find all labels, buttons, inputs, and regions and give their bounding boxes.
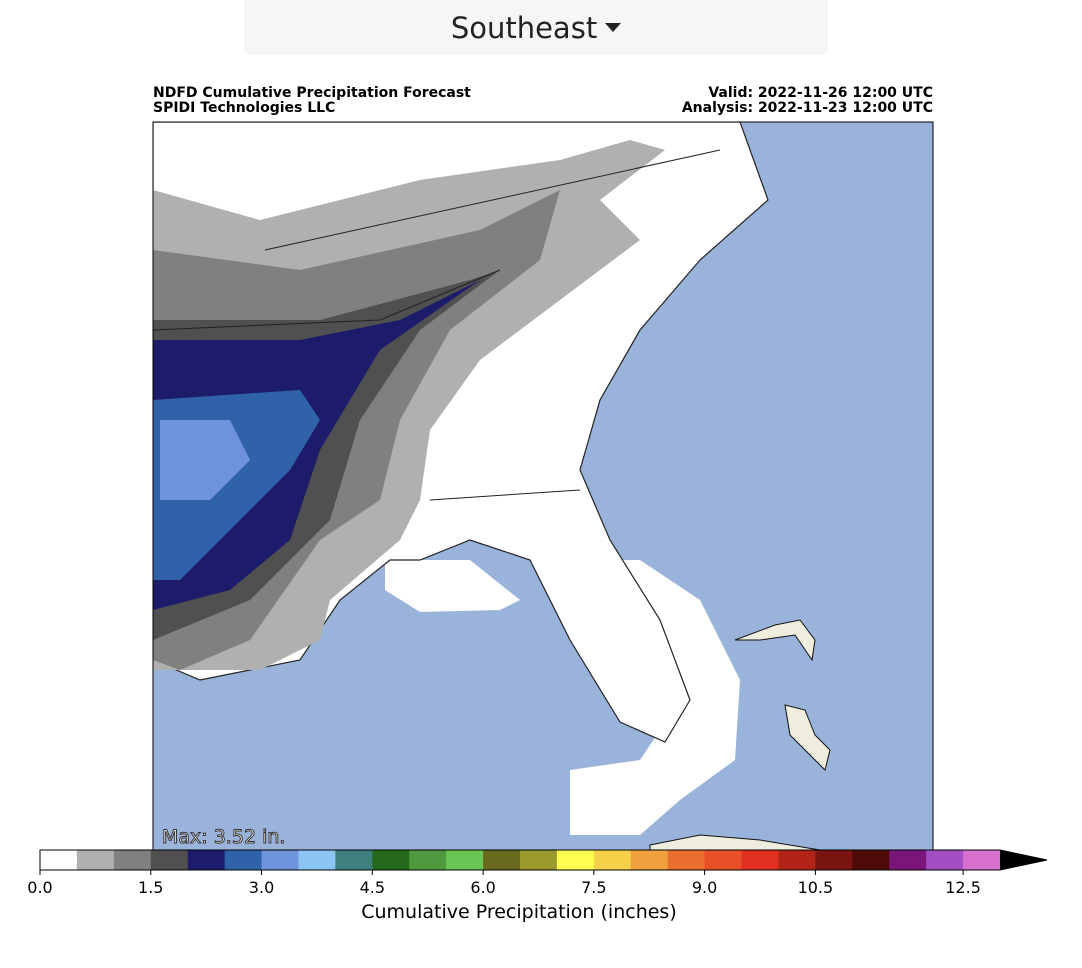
colorbar-bin — [76, 850, 115, 870]
colorbar-bin — [150, 850, 189, 870]
colorbar-bin — [483, 850, 521, 870]
colorbar-bin — [815, 850, 853, 870]
colorbar-bin — [409, 850, 447, 870]
colorbar-bin — [889, 850, 927, 870]
colorbar-tick-label: 12.5 — [945, 878, 981, 897]
colorbar-bin — [778, 850, 816, 870]
colorbar-tick-label: 3.0 — [249, 878, 274, 897]
colorbar-label: Cumulative Precipitation (inches) — [361, 901, 677, 923]
colorbar-bin — [630, 850, 669, 870]
colorbar-tick-label: 9.0 — [692, 878, 717, 897]
colorbar-bin — [187, 850, 226, 870]
island — [784, 704, 831, 771]
colorbar-bin — [926, 850, 964, 870]
state-border — [429, 489, 581, 501]
colorbar-bin — [335, 850, 373, 870]
colorbar-bin — [741, 850, 779, 870]
colorbar-bin — [224, 850, 263, 870]
colorbar-bin — [704, 850, 743, 870]
colorbar-bin — [593, 850, 632, 870]
valid-time: Valid: 2022-11-26 12:00 UTC — [708, 85, 933, 101]
coastal-buffer — [385, 560, 520, 612]
state-border — [153, 269, 501, 331]
colorbar-tick-label: 1.5 — [138, 878, 163, 897]
island — [649, 834, 821, 850]
colorbar-bin — [261, 850, 299, 870]
colorbar-bin — [852, 850, 890, 870]
colorbar-bin — [520, 850, 558, 870]
colorbar-bin — [298, 850, 336, 870]
colorbar-outline — [39, 849, 1048, 871]
colorbar-tick-label: 4.5 — [360, 878, 385, 897]
state-border — [264, 149, 721, 251]
colorbar-tick-label: 10.5 — [798, 878, 834, 897]
analysis-time: Analysis: 2022-11-23 12:00 UTC — [682, 100, 933, 116]
region-label: Southeast — [450, 10, 598, 45]
colorbar-bin — [40, 850, 78, 870]
colorbar-bin — [556, 850, 595, 870]
map-credit: SPIDI Technologies LLC — [153, 100, 335, 116]
colorbar-tick-label: 0.0 — [27, 878, 52, 897]
island — [734, 619, 816, 662]
colorbar-bin — [667, 850, 706, 870]
caret — [605, 23, 622, 32]
colorbar-tick-label: 6.0 — [470, 878, 495, 897]
region-dropdown[interactable]: Southeast — [244, 0, 828, 55]
map — [153, 122, 933, 850]
precip-area — [153, 280, 480, 610]
precip-area — [160, 420, 250, 500]
colorbar-tick-label: 7.5 — [581, 878, 606, 897]
colorbar-extend — [1000, 850, 1047, 870]
colorbar-bin — [113, 850, 152, 870]
colorbar-bin — [963, 850, 1001, 870]
map-title: NDFD Cumulative Precipitation Forecast — [153, 85, 471, 101]
max-label: Max: 3.52 in. — [162, 826, 285, 848]
colorbar-bin — [446, 850, 484, 870]
colorbar-bin — [372, 850, 410, 870]
